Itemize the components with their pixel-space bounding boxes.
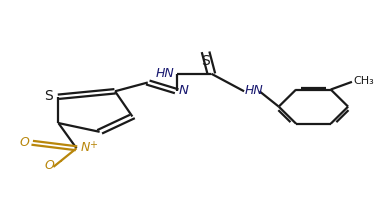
Text: N: N <box>178 84 189 97</box>
Text: -: - <box>59 157 62 166</box>
Text: HN: HN <box>245 84 263 97</box>
Text: N: N <box>81 141 90 154</box>
Text: CH₃: CH₃ <box>353 76 374 86</box>
Text: S: S <box>44 89 53 103</box>
Text: O: O <box>44 159 54 172</box>
Text: +: + <box>89 140 97 150</box>
Text: HN: HN <box>156 67 175 79</box>
Text: S: S <box>201 54 210 68</box>
Text: O: O <box>19 136 29 149</box>
